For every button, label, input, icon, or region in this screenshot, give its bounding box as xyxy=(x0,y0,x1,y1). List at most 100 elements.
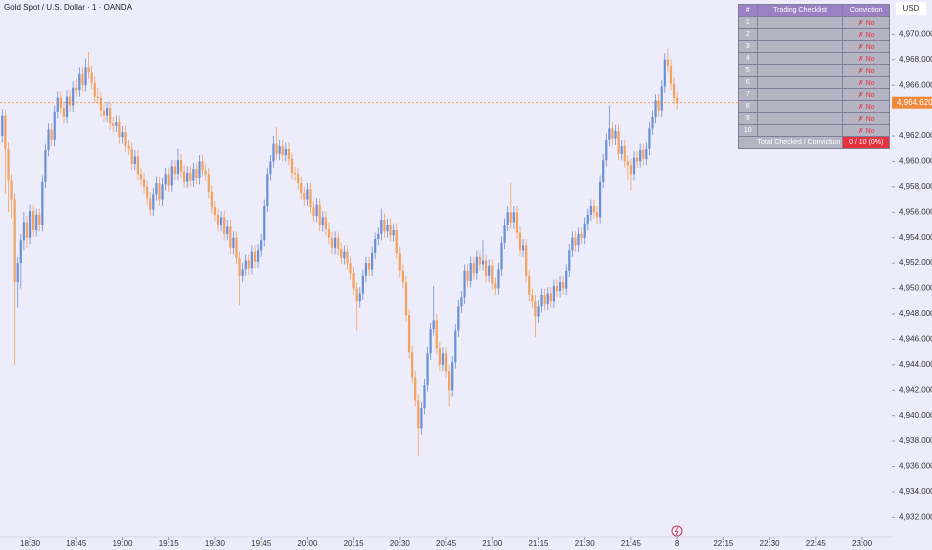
row-item xyxy=(756,124,844,137)
candle-body xyxy=(149,198,152,210)
candle-body xyxy=(176,160,180,175)
candle-body xyxy=(346,251,349,264)
candle-body xyxy=(260,240,263,251)
candle-body xyxy=(629,165,633,175)
total-value: 0 / 10 (0%) xyxy=(842,136,890,149)
candle-body xyxy=(611,128,614,139)
candle-body xyxy=(515,212,519,233)
candle-body xyxy=(423,385,426,409)
row-item xyxy=(756,112,844,125)
candle-body xyxy=(531,294,534,302)
total-row: Total Checked / Conviction 0 / 10 (0%) xyxy=(737,136,890,149)
row-conviction: ✗ No xyxy=(842,52,890,65)
x-tick-label: 18:45 xyxy=(66,539,87,548)
candle-body xyxy=(53,111,56,140)
candle-body xyxy=(441,353,445,365)
candle-body xyxy=(124,132,127,147)
candle-body xyxy=(41,181,44,225)
candle-body xyxy=(96,96,99,98)
candle-body xyxy=(278,146,281,154)
candle-body xyxy=(521,245,525,251)
candle-body xyxy=(503,225,506,243)
candle-body xyxy=(250,251,254,269)
checklist-table: # Trading Checklist Conviction 1 ✗ No 2 ✗ No 3… xyxy=(737,4,890,149)
candle-body xyxy=(528,275,531,295)
candle-body xyxy=(509,212,512,223)
candle-body xyxy=(256,250,260,262)
candle-body xyxy=(589,205,592,215)
row-item xyxy=(756,40,844,53)
candle-body xyxy=(293,172,297,175)
candle-body xyxy=(672,83,676,98)
candle-body xyxy=(377,233,380,239)
candle-body xyxy=(226,226,229,234)
candle-body xyxy=(432,320,435,330)
row-item xyxy=(756,100,844,113)
candle-body xyxy=(223,217,226,234)
row-conviction: ✗ No xyxy=(842,40,890,53)
candle-body xyxy=(562,282,565,289)
candle-body xyxy=(540,294,543,307)
currency-badge[interactable] xyxy=(896,2,926,15)
candle-body xyxy=(102,110,106,116)
candle-body xyxy=(663,59,666,87)
candle-body xyxy=(626,161,629,166)
candle-body xyxy=(506,212,509,225)
candle-body xyxy=(574,237,577,246)
x-tick-label: 8 xyxy=(675,539,680,548)
candle-body xyxy=(605,139,608,161)
x-tick-label: 20:15 xyxy=(344,539,365,548)
x-tick-label: 22:15 xyxy=(713,539,734,548)
candle-body xyxy=(158,183,161,200)
candle-body xyxy=(669,66,673,84)
candle-body xyxy=(386,225,389,232)
y-tick-label: 4,940.000 xyxy=(899,411,932,420)
candle-body xyxy=(78,73,81,91)
candle-body xyxy=(401,270,405,283)
candle-body xyxy=(121,132,124,138)
candle-body xyxy=(558,282,562,292)
price-scale xyxy=(892,0,932,550)
candle-body xyxy=(16,263,19,283)
candle-body xyxy=(469,263,472,281)
candle-body xyxy=(555,286,559,292)
candle-body xyxy=(494,283,497,289)
x-tick-label: 19:15 xyxy=(159,539,180,548)
y-tick-label: 4,962.000 xyxy=(899,131,932,140)
candle-body xyxy=(186,172,189,182)
candle-body xyxy=(324,217,327,229)
candle-body xyxy=(62,108,66,117)
candle-body xyxy=(595,212,599,218)
candle-body xyxy=(189,172,192,181)
row-number: 9 xyxy=(738,112,758,125)
candle-body xyxy=(161,184,164,200)
x-tick-label: 19:30 xyxy=(205,539,226,548)
candle-body xyxy=(38,214,41,225)
candle-body xyxy=(152,194,155,210)
candle-body xyxy=(330,237,334,248)
row-item xyxy=(756,76,844,89)
candle-body xyxy=(592,205,596,213)
row-item xyxy=(756,16,844,29)
candle-body xyxy=(632,157,636,175)
candle-body xyxy=(56,97,59,112)
y-tick-label: 4,944.000 xyxy=(899,360,932,369)
checklist-row: 9 ✗ No xyxy=(738,112,890,125)
row-number: 1 xyxy=(738,16,758,29)
candle-body xyxy=(146,186,149,199)
candle-body xyxy=(472,263,475,274)
candle-body xyxy=(426,353,429,386)
x-tick-label: 21:45 xyxy=(621,539,642,548)
candle-body xyxy=(488,265,491,276)
candle-body xyxy=(269,161,272,175)
candle-body xyxy=(35,214,38,231)
x-tick-label: 20:30 xyxy=(390,539,411,548)
candle-body xyxy=(210,191,213,208)
candle-body xyxy=(435,320,438,349)
x-tick-label: 18:30 xyxy=(20,539,41,548)
event-icon[interactable] xyxy=(671,525,683,537)
candle-body xyxy=(315,204,318,217)
candle-body xyxy=(586,214,589,224)
header-cell: # xyxy=(738,4,758,17)
candle-body xyxy=(602,160,605,182)
